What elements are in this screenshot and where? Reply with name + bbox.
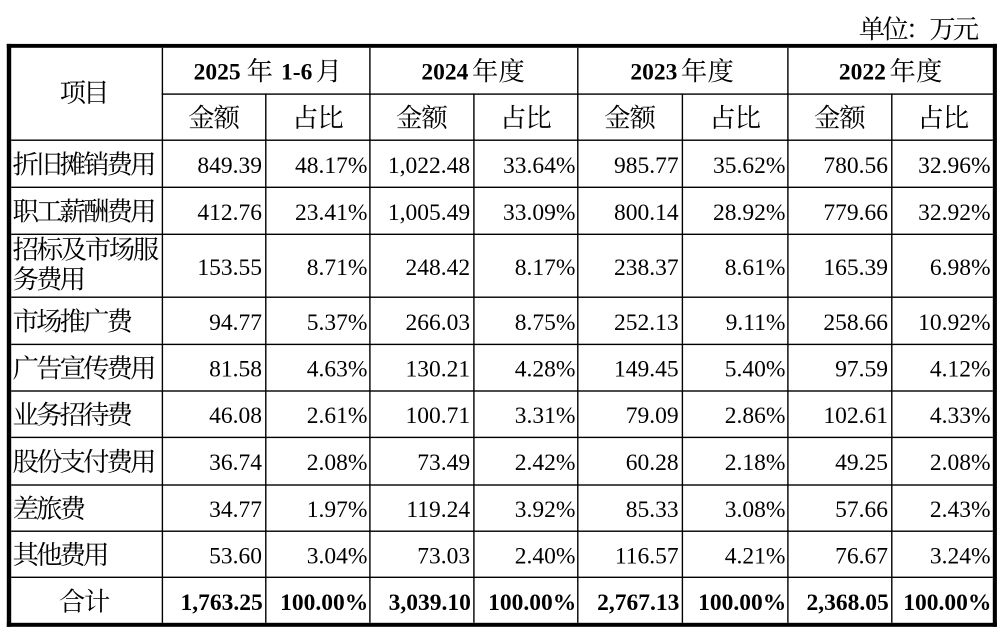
svg-text:35.62%: 35.62% <box>713 153 785 179</box>
svg-text:2.61%: 2.61% <box>307 403 368 429</box>
svg-text:130.21: 130.21 <box>405 357 470 383</box>
svg-text:33.09%: 33.09% <box>503 200 575 226</box>
svg-text:73.49: 73.49 <box>417 450 470 476</box>
svg-text:23.41%: 23.41% <box>295 200 367 226</box>
svg-text:3,039.10: 3,039.10 <box>389 590 471 616</box>
svg-text:2,368.05: 2,368.05 <box>807 590 889 616</box>
svg-text:165.39: 165.39 <box>823 255 888 281</box>
svg-text:5.37%: 5.37% <box>307 310 368 336</box>
svg-text:6.98%: 6.98% <box>930 255 991 281</box>
svg-text:46.08: 46.08 <box>209 403 262 429</box>
svg-text:153.55: 153.55 <box>197 255 262 281</box>
svg-text:2025: 2025 <box>194 59 241 85</box>
svg-text:779.66: 779.66 <box>823 200 888 226</box>
svg-text:76.67: 76.67 <box>835 543 888 569</box>
svg-text:3.24%: 3.24% <box>930 543 991 569</box>
svg-text:100.00%: 100.00% <box>280 590 368 616</box>
svg-text:4.12%: 4.12% <box>930 357 991 383</box>
svg-text:238.37: 238.37 <box>614 255 679 281</box>
svg-text:8.71%: 8.71% <box>307 255 368 281</box>
svg-text:116.57: 116.57 <box>615 543 679 569</box>
svg-text:5.40%: 5.40% <box>725 357 786 383</box>
svg-text:79.09: 79.09 <box>626 403 679 429</box>
svg-text:100.71: 100.71 <box>405 403 470 429</box>
svg-text:9.11%: 9.11% <box>726 310 786 336</box>
svg-text:36.74: 36.74 <box>209 450 262 476</box>
svg-text:1,763.25: 1,763.25 <box>181 590 263 616</box>
svg-text:2022: 2022 <box>839 59 886 85</box>
svg-text:73.03: 73.03 <box>417 543 470 569</box>
svg-text:4.63%: 4.63% <box>307 357 368 383</box>
svg-text:2.08%: 2.08% <box>307 450 368 476</box>
svg-text:2.08%: 2.08% <box>930 450 991 476</box>
svg-text:4.28%: 4.28% <box>515 357 576 383</box>
svg-text:252.13: 252.13 <box>614 310 679 336</box>
svg-text:57.66: 57.66 <box>835 497 888 523</box>
svg-text:32.96%: 32.96% <box>918 153 990 179</box>
svg-text:34.77: 34.77 <box>209 497 262 523</box>
svg-text:85.33: 85.33 <box>626 497 679 523</box>
svg-text:2.18%: 2.18% <box>725 450 786 476</box>
svg-text:100.00%: 100.00% <box>488 590 576 616</box>
svg-text:985.77: 985.77 <box>614 153 679 179</box>
svg-text:8.17%: 8.17% <box>515 255 576 281</box>
svg-text:3.04%: 3.04% <box>307 543 368 569</box>
svg-text:4.21%: 4.21% <box>725 543 786 569</box>
svg-text:2.86%: 2.86% <box>725 403 786 429</box>
svg-text:1-6: 1-6 <box>281 59 313 85</box>
svg-text:32.92%: 32.92% <box>918 200 990 226</box>
svg-text:8.75%: 8.75% <box>515 310 576 336</box>
svg-text:266.03: 266.03 <box>405 310 470 336</box>
svg-text:8.61%: 8.61% <box>725 255 786 281</box>
svg-text:2.42%: 2.42% <box>515 450 576 476</box>
svg-text:60.28: 60.28 <box>626 450 679 476</box>
svg-text:97.59: 97.59 <box>835 357 888 383</box>
svg-text:48.17%: 48.17% <box>295 153 367 179</box>
svg-text:4.33%: 4.33% <box>930 403 991 429</box>
svg-text:119.24: 119.24 <box>406 497 470 523</box>
svg-text:2.43%: 2.43% <box>930 497 991 523</box>
svg-text:1,022.48: 1,022.48 <box>388 153 470 179</box>
svg-text:3.31%: 3.31% <box>515 403 576 429</box>
svg-text:780.56: 780.56 <box>823 153 888 179</box>
svg-text:849.39: 849.39 <box>197 153 262 179</box>
svg-text:81.58: 81.58 <box>209 357 262 383</box>
svg-text:248.42: 248.42 <box>405 255 470 281</box>
svg-text:2,767.13: 2,767.13 <box>597 590 679 616</box>
svg-text:100.00%: 100.00% <box>698 590 786 616</box>
svg-text:28.92%: 28.92% <box>713 200 785 226</box>
svg-text:3.08%: 3.08% <box>725 497 786 523</box>
svg-text:149.45: 149.45 <box>614 357 679 383</box>
svg-text:412.76: 412.76 <box>197 200 262 226</box>
svg-text:2023: 2023 <box>630 59 677 85</box>
svg-text:33.64%: 33.64% <box>503 153 575 179</box>
svg-text:1.97%: 1.97% <box>307 497 368 523</box>
svg-text:1,005.49: 1,005.49 <box>388 200 470 226</box>
svg-text:100.00%: 100.00% <box>903 590 991 616</box>
svg-text:102.61: 102.61 <box>823 403 888 429</box>
svg-text:800.14: 800.14 <box>614 200 679 226</box>
svg-text:2.40%: 2.40% <box>515 543 576 569</box>
svg-text:2024: 2024 <box>421 59 468 85</box>
svg-text:3.92%: 3.92% <box>515 497 576 523</box>
svg-text:94.77: 94.77 <box>209 310 262 336</box>
svg-text:53.60: 53.60 <box>209 543 262 569</box>
svg-text:49.25: 49.25 <box>835 450 888 476</box>
svg-text:258.66: 258.66 <box>823 310 888 336</box>
svg-text:10.92%: 10.92% <box>918 310 990 336</box>
